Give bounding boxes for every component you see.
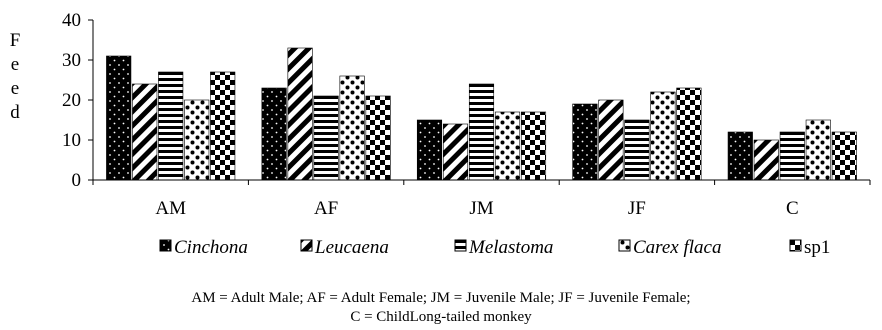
- x-tick-label: AM: [155, 198, 186, 219]
- bar-carex-flaca-af: [339, 75, 365, 181]
- legend-label: sp1: [804, 237, 830, 258]
- y-axis-label-char: e: [11, 78, 19, 99]
- legend-swatch: [300, 239, 313, 252]
- bar-leucaena-jm: [442, 123, 469, 181]
- legend-label: Melastoma: [468, 237, 553, 258]
- bar-sp1-am: [210, 71, 236, 181]
- bar-carex-flaca-jf: [650, 91, 676, 181]
- legend-label: Carex flaca: [633, 237, 721, 258]
- bar-sp1-jm: [520, 111, 547, 181]
- y-tick-label: 20: [62, 90, 81, 111]
- bar-leucaena-c: [753, 139, 779, 181]
- legend-label: Cinchona: [174, 237, 248, 258]
- bar-carex-flaca-jm: [494, 111, 521, 181]
- y-axis: 0 10 20 30 40: [62, 10, 94, 191]
- bar-cinchona-am: [106, 55, 132, 181]
- bar-cinchona-c: [727, 131, 753, 181]
- x-axis: AM AF JM JF C: [92, 179, 871, 219]
- bar-carex-flaca-am: [184, 99, 210, 181]
- y-axis-label-char: F: [10, 30, 21, 51]
- y-tick-label: 30: [62, 50, 81, 71]
- y-axis-label-char: d: [10, 102, 20, 123]
- x-tick-label: JM: [469, 198, 493, 219]
- bar-sp1-jf: [676, 87, 702, 181]
- bar-leucaena-jf: [598, 99, 624, 181]
- bars: [106, 47, 857, 181]
- bar-carex-flaca-c: [805, 119, 831, 181]
- y-axis-label-char: e: [11, 54, 19, 75]
- bar-melastoma-af: [313, 95, 339, 181]
- caption-line-1: AM = Adult Male; AF = Adult Female; JM =…: [191, 290, 691, 306]
- bar-sp1-c: [831, 131, 857, 181]
- legend-swatch: [159, 239, 172, 252]
- bar-melastoma-jf: [624, 119, 650, 181]
- bar-leucaena-af: [287, 47, 313, 181]
- x-tick-label: C: [786, 198, 799, 219]
- bar-cinchona-af: [261, 87, 287, 181]
- bar-leucaena-am: [132, 83, 158, 181]
- legend-swatch: [789, 239, 802, 252]
- bar-sp1-af: [365, 95, 391, 181]
- caption-line-2: C = ChildLong-tailed monkey: [350, 309, 532, 325]
- legend-swatch: [454, 239, 467, 252]
- legend-label: Leucaena: [314, 237, 389, 258]
- y-tick-label: 0: [72, 170, 82, 191]
- y-tick-label: 40: [62, 10, 81, 31]
- y-tick-label: 10: [62, 130, 81, 151]
- legend-swatch: [618, 239, 631, 252]
- legend: Cinchona Leucaena Melastoma Carex flaca sp1: [159, 237, 830, 258]
- x-tick-label: JF: [628, 198, 646, 219]
- x-tick-label: AF: [314, 198, 338, 219]
- bar-cinchona-jf: [572, 103, 598, 181]
- bar-cinchona-jm: [416, 119, 443, 181]
- bar-melastoma-c: [779, 131, 805, 181]
- bar-melastoma-jm: [468, 83, 495, 181]
- bar-melastoma-am: [158, 71, 184, 181]
